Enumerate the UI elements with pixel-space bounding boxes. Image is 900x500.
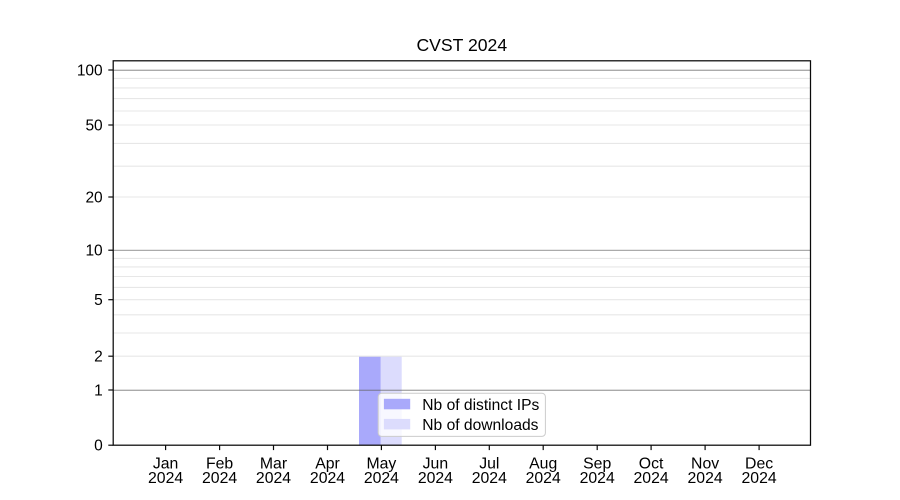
svg-text:2024: 2024 — [742, 470, 777, 487]
svg-text:100: 100 — [77, 62, 103, 79]
svg-text:CVST 2024: CVST 2024 — [416, 35, 507, 55]
svg-text:Nov: Nov — [691, 455, 719, 472]
svg-text:Sep: Sep — [583, 455, 611, 472]
svg-text:Mar: Mar — [260, 455, 287, 472]
svg-text:5: 5 — [94, 292, 103, 309]
svg-text:50: 50 — [85, 117, 103, 134]
svg-text:Feb: Feb — [206, 455, 233, 472]
svg-text:Oct: Oct — [639, 455, 664, 472]
svg-text:2: 2 — [94, 349, 103, 366]
svg-text:0: 0 — [94, 438, 103, 455]
svg-text:Dec: Dec — [745, 455, 773, 472]
svg-text:2024: 2024 — [634, 470, 669, 487]
svg-text:10: 10 — [85, 243, 103, 260]
svg-text:Jan: Jan — [153, 455, 178, 472]
svg-text:Apr: Apr — [315, 455, 340, 472]
svg-text:2024: 2024 — [688, 470, 723, 487]
svg-text:Jul: Jul — [479, 455, 499, 472]
svg-text:May: May — [366, 455, 396, 472]
svg-text:2024: 2024 — [364, 470, 399, 487]
svg-text:1: 1 — [94, 382, 103, 399]
svg-text:Nb of distinct IPs: Nb of distinct IPs — [422, 397, 539, 414]
svg-text:Nb of downloads: Nb of downloads — [422, 417, 538, 434]
svg-text:2024: 2024 — [580, 470, 615, 487]
svg-text:2024: 2024 — [202, 470, 237, 487]
svg-text:Jun: Jun — [423, 455, 448, 472]
svg-text:2024: 2024 — [148, 470, 183, 487]
svg-text:20: 20 — [85, 189, 103, 206]
svg-text:2024: 2024 — [310, 470, 345, 487]
svg-text:2024: 2024 — [256, 470, 291, 487]
svg-text:2024: 2024 — [472, 470, 507, 487]
svg-text:Aug: Aug — [529, 455, 557, 472]
svg-text:2024: 2024 — [418, 470, 453, 487]
svg-text:2024: 2024 — [526, 470, 561, 487]
